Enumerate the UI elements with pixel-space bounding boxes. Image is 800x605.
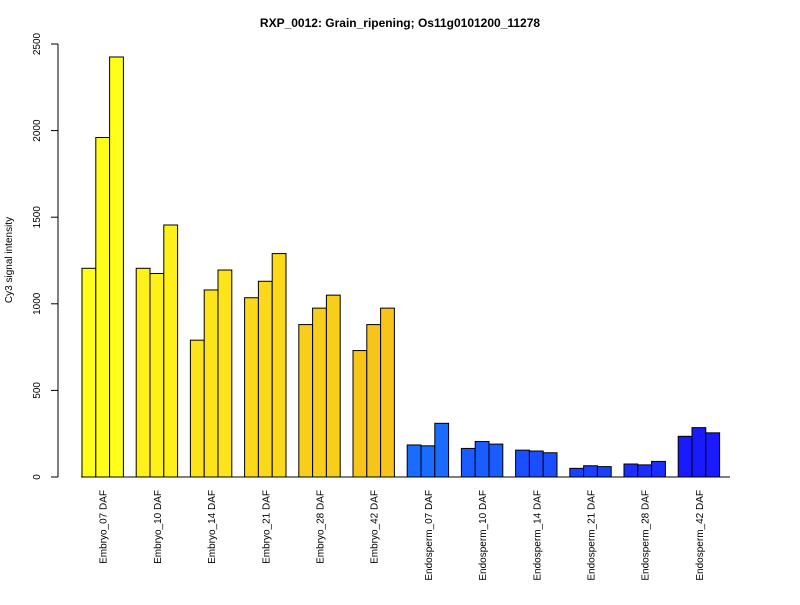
x-tick-label: Endosperm_28 DAF [641, 490, 652, 581]
bar [149, 272, 165, 478]
chart-title: RXP_0012: Grain_ripening; Os11g0101200_1… [260, 16, 540, 30]
bar-group [135, 224, 179, 478]
bar-group [189, 269, 233, 478]
bar [257, 280, 273, 478]
bar [651, 460, 666, 478]
x-tick-label: Endosperm_07 DAF [424, 490, 435, 581]
bar [163, 224, 179, 478]
x-tick-label: Embryo_42 DAF [370, 490, 381, 564]
bar [109, 56, 124, 478]
bar-group [623, 460, 666, 478]
bar [298, 324, 314, 478]
bar [312, 307, 327, 478]
bar [434, 422, 450, 478]
bar [135, 267, 151, 478]
x-tick-label: Embryo_10 DAF [153, 490, 164, 564]
bar-groups [81, 56, 721, 478]
y-tick-label: 2000 [32, 119, 43, 142]
bar-group [569, 465, 612, 478]
y-axis-ticks: 0 500 1000 1500 2000 2500 [32, 32, 58, 480]
bar [352, 350, 368, 478]
x-tick-label: Embryo_07 DAF [99, 490, 110, 564]
bar [460, 447, 476, 478]
y-tick-label: 1000 [32, 292, 43, 315]
bar [95, 137, 111, 478]
x-tick-label: Embryo_14 DAF [207, 490, 218, 564]
bar-group [515, 449, 558, 478]
bar [515, 449, 530, 478]
bar [203, 289, 219, 478]
bar-group [677, 427, 721, 478]
bar [583, 465, 598, 478]
bar [271, 253, 287, 478]
bar [528, 450, 544, 478]
y-tick-label: 500 [32, 382, 43, 399]
x-tick-label: Embryo_21 DAF [261, 490, 272, 564]
bar-group [81, 56, 124, 478]
bar [474, 440, 490, 478]
bar [488, 443, 504, 478]
bar [677, 435, 693, 478]
bar [420, 445, 436, 478]
bar [217, 269, 233, 478]
bar-group [406, 422, 450, 478]
bar [569, 467, 585, 478]
y-axis-label: Cy3 signal intensity [4, 217, 15, 303]
bar [325, 294, 341, 478]
bar [596, 466, 612, 478]
bar-group [244, 253, 287, 478]
bar [189, 339, 205, 478]
bar [366, 324, 382, 478]
bar [623, 463, 639, 478]
bar [705, 432, 721, 478]
bar [244, 297, 259, 478]
bar-group [352, 307, 395, 478]
bar [406, 444, 422, 478]
y-tick-label: 1500 [32, 206, 43, 229]
x-tick-label: Endosperm_21 DAF [587, 490, 598, 581]
x-tick-label: Endosperm_10 DAF [478, 490, 489, 581]
bar-group [298, 294, 341, 478]
bar [637, 464, 653, 478]
y-tick-label: 0 [32, 474, 43, 480]
x-tick-label: Endosperm_42 DAF [695, 490, 706, 581]
bar-group [460, 440, 504, 478]
bar [691, 427, 707, 478]
y-tick-label: 2500 [32, 32, 43, 55]
bar [380, 307, 395, 478]
x-tick-label: Embryo_28 DAF [316, 490, 327, 564]
bar [81, 267, 97, 478]
x-axis-tick-labels: Embryo_07 DAF Embryo_10 DAF Embryo_14 DAF E… [99, 490, 706, 581]
bar [542, 452, 558, 478]
x-tick-label: Endosperm_14 DAF [532, 490, 543, 581]
